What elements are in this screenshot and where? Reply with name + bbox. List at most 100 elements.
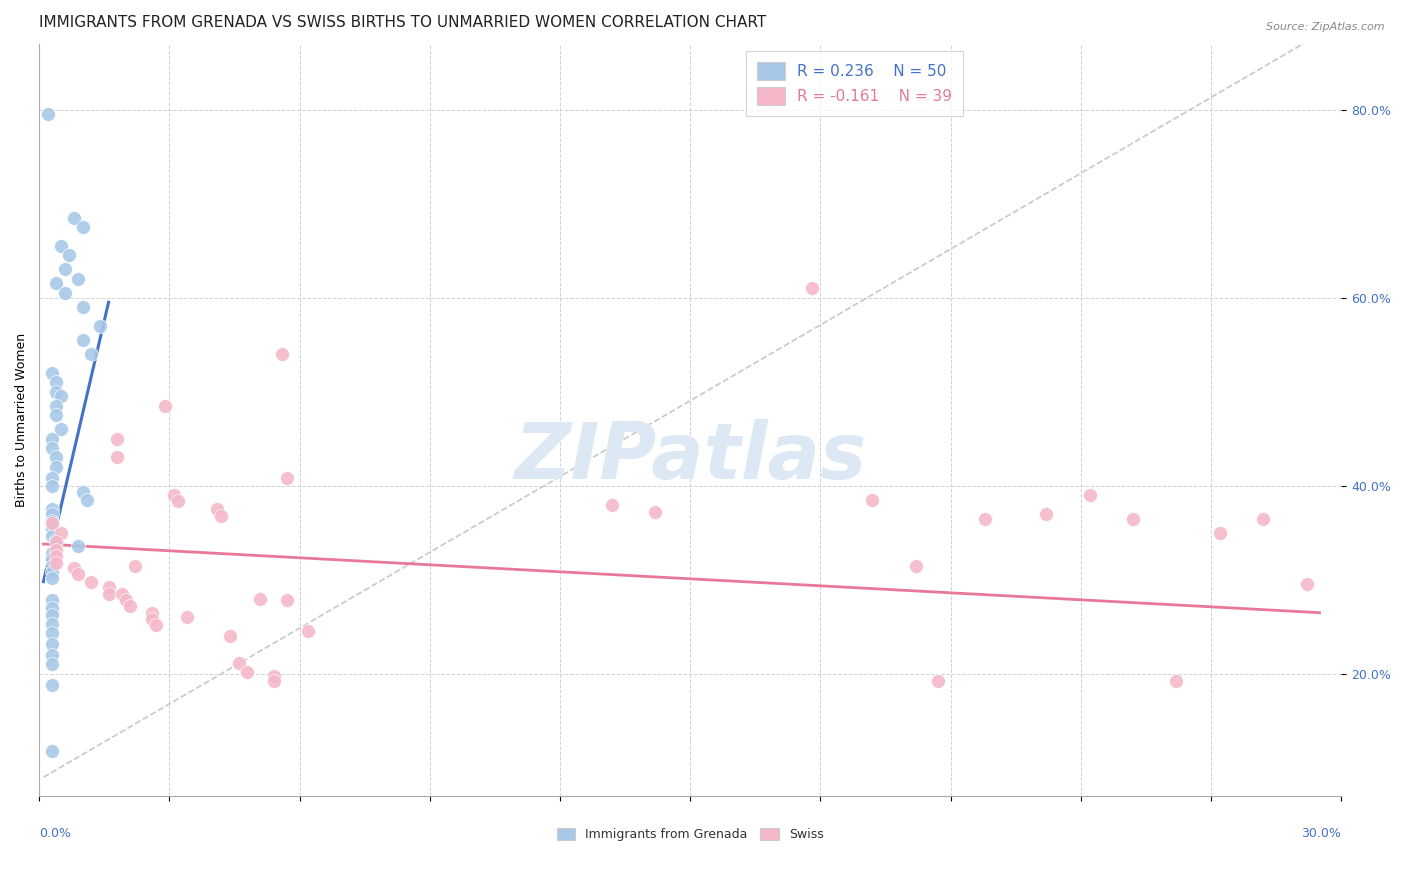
Point <box>205 502 228 516</box>
Point <box>1251 511 1274 525</box>
Point <box>80 347 103 361</box>
Point <box>1166 674 1188 689</box>
Point <box>45 399 67 413</box>
Point <box>41 678 63 692</box>
Point <box>105 432 128 446</box>
Point <box>41 571 63 585</box>
Point <box>45 277 67 291</box>
Point <box>45 533 67 548</box>
Point <box>41 471 63 485</box>
Point <box>41 528 63 542</box>
Point <box>276 593 298 607</box>
Point <box>45 408 67 422</box>
Point <box>49 525 72 540</box>
Point <box>974 511 997 525</box>
Point <box>37 107 59 121</box>
Point <box>89 318 111 333</box>
Point <box>600 498 623 512</box>
Point <box>41 626 63 640</box>
Point <box>53 285 76 300</box>
Point <box>41 601 63 615</box>
Point <box>45 535 67 549</box>
Point <box>41 648 63 662</box>
Point <box>67 539 90 553</box>
Point <box>124 558 146 573</box>
Point <box>45 384 67 399</box>
Point <box>249 591 271 606</box>
Point <box>72 300 94 314</box>
Point <box>153 399 176 413</box>
Point <box>800 281 823 295</box>
Point <box>41 637 63 651</box>
Point <box>80 574 103 589</box>
Point <box>41 593 63 607</box>
Point <box>644 505 666 519</box>
Point <box>141 606 163 620</box>
Point <box>41 558 63 573</box>
Point <box>63 561 86 575</box>
Point <box>97 580 120 594</box>
Point <box>49 239 72 253</box>
Point <box>145 618 167 632</box>
Point <box>120 599 142 613</box>
Point <box>1295 577 1317 591</box>
Point <box>41 616 63 631</box>
Point <box>41 546 63 560</box>
Point <box>41 502 63 516</box>
Point <box>176 610 198 624</box>
Point <box>219 629 242 643</box>
Point <box>141 612 163 626</box>
Point <box>45 376 67 390</box>
Text: ZIPatlas: ZIPatlas <box>515 419 866 495</box>
Point <box>41 608 63 623</box>
Point <box>228 656 250 670</box>
Point <box>271 347 294 361</box>
Text: 30.0%: 30.0% <box>1302 827 1341 839</box>
Point <box>1078 488 1101 502</box>
Point <box>45 556 67 570</box>
Point <box>49 422 72 436</box>
Point <box>76 492 98 507</box>
Point <box>110 587 132 601</box>
Point <box>209 508 232 523</box>
Point <box>297 624 319 639</box>
Point <box>72 485 94 500</box>
Point <box>41 515 63 529</box>
Point <box>236 665 259 679</box>
Point <box>41 744 63 758</box>
Point <box>1209 525 1232 540</box>
Point <box>53 262 76 277</box>
Point <box>862 492 884 507</box>
Point <box>105 450 128 465</box>
Point <box>45 450 67 465</box>
Point <box>49 389 72 403</box>
Text: Source: ZipAtlas.com: Source: ZipAtlas.com <box>1267 22 1385 32</box>
Point <box>72 220 94 235</box>
Point <box>41 479 63 493</box>
Point <box>263 674 285 689</box>
Point <box>45 459 67 474</box>
Point <box>41 657 63 672</box>
Point <box>41 507 63 521</box>
Point <box>97 587 120 601</box>
Point <box>1035 507 1057 521</box>
Point <box>72 333 94 347</box>
Point <box>41 516 63 531</box>
Point <box>41 552 63 566</box>
Point <box>58 248 80 262</box>
Point <box>927 674 949 689</box>
Point <box>67 567 90 582</box>
Point <box>41 432 63 446</box>
Text: IMMIGRANTS FROM GRENADA VS SWISS BIRTHS TO UNMARRIED WOMEN CORRELATION CHART: IMMIGRANTS FROM GRENADA VS SWISS BIRTHS … <box>39 15 766 30</box>
Point <box>45 542 67 557</box>
Text: 0.0%: 0.0% <box>39 827 72 839</box>
Point <box>41 566 63 580</box>
Y-axis label: Births to Unmarried Women: Births to Unmarried Women <box>15 333 28 507</box>
Point <box>45 549 67 564</box>
Point <box>63 211 86 225</box>
Point <box>1122 511 1144 525</box>
Point <box>904 558 927 573</box>
Point <box>167 493 190 508</box>
Point <box>263 668 285 682</box>
Point <box>115 593 138 607</box>
